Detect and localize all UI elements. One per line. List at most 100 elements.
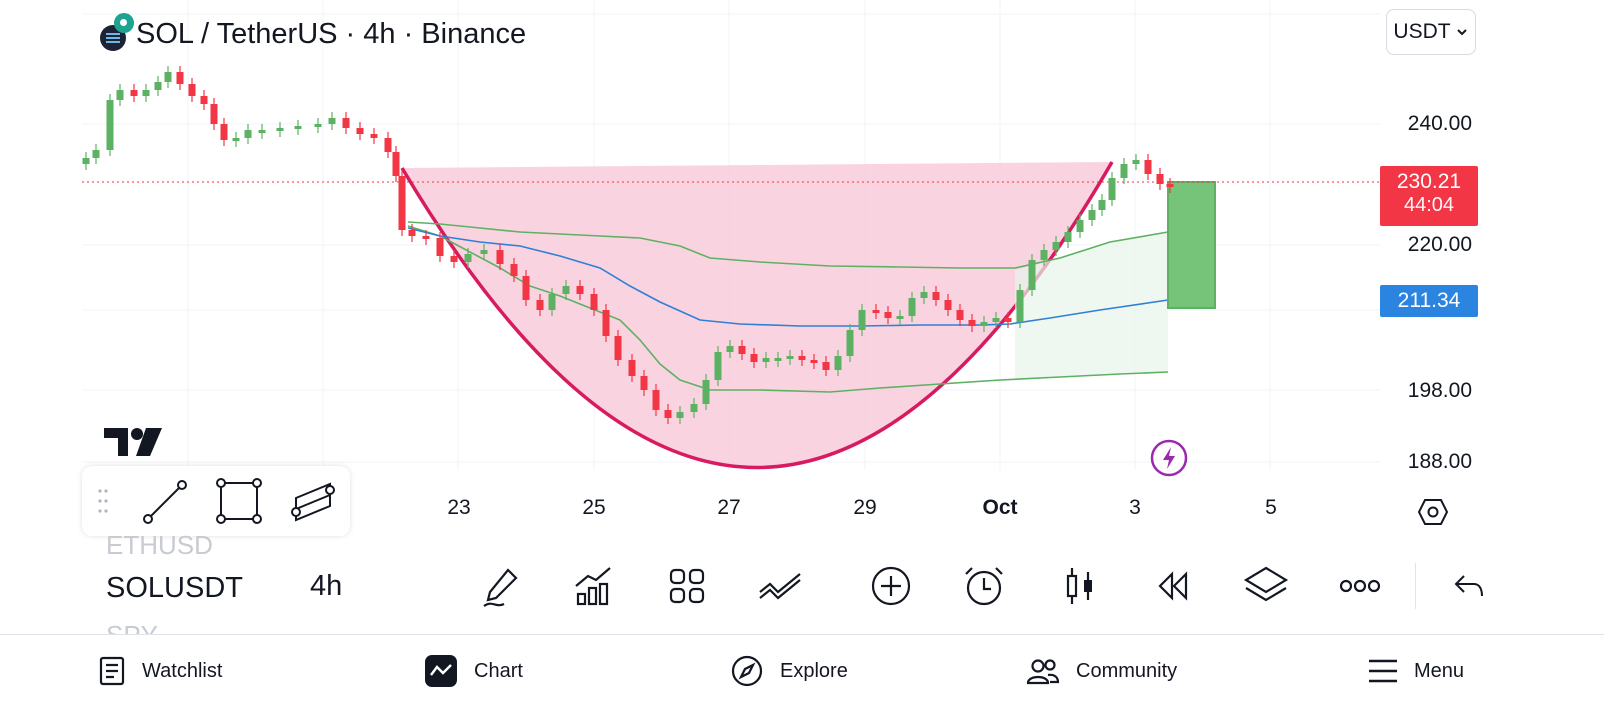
- candle-body: [116, 90, 124, 100]
- long-position-box[interactable]: [1167, 181, 1216, 309]
- candle-body: [714, 352, 722, 380]
- interval-selector[interactable]: 4h: [310, 570, 343, 602]
- candle-body: [210, 104, 218, 124]
- time-label-oct: Oct: [982, 496, 1018, 519]
- candle-body: [762, 358, 770, 362]
- candle-body: [548, 294, 556, 310]
- band-fill: [1015, 232, 1168, 380]
- candle-body: [258, 130, 266, 133]
- chart-settings-icon[interactable]: [1417, 496, 1449, 528]
- nav-community-label: Community: [1076, 659, 1178, 682]
- candle-body: [858, 310, 866, 330]
- nav-menu[interactable]: Menu: [1368, 635, 1464, 707]
- time-label-23: 23: [447, 496, 471, 519]
- price-label-198: 198.00: [1407, 379, 1472, 402]
- candle-body: [220, 124, 228, 140]
- toolbar-divider: [1415, 563, 1416, 609]
- candle-body: [980, 322, 988, 326]
- candle-body: [294, 126, 302, 129]
- candle-body: [968, 320, 976, 326]
- candle-body: [846, 330, 854, 356]
- add-plus-icon[interactable]: [867, 562, 915, 610]
- compare-symbol-icon[interactable]: [756, 562, 804, 610]
- candle-body: [1052, 242, 1060, 250]
- candlestick-type-icon[interactable]: [1055, 562, 1103, 610]
- symbol-current[interactable]: SOLUSDT: [106, 572, 243, 604]
- candle-body: [1120, 164, 1128, 178]
- drag-handle-icon[interactable]: [98, 488, 108, 514]
- trend-line-tool-icon[interactable]: [138, 476, 192, 526]
- lightning-icon[interactable]: [1150, 439, 1188, 477]
- nav-watchlist[interactable]: Watchlist: [98, 635, 222, 707]
- candle-body: [164, 72, 172, 82]
- candle-body: [130, 90, 138, 96]
- candle-body: [908, 298, 916, 316]
- candle-body: [798, 356, 806, 360]
- candle-body: [92, 150, 100, 158]
- price-chart[interactable]: [0, 0, 1380, 545]
- candle-body: [82, 158, 90, 164]
- ma-value-badge: 211.34: [1380, 285, 1478, 317]
- symbol-next[interactable]: SPY: [106, 620, 158, 634]
- candle-body: [496, 250, 504, 264]
- solana-logo-icon: [100, 13, 134, 51]
- undo-icon[interactable]: [1448, 562, 1488, 610]
- candle-body: [464, 254, 472, 262]
- drawing-toolbar: [82, 466, 350, 536]
- candle-body: [1108, 178, 1116, 200]
- candle-body: [614, 336, 622, 360]
- symbol-previous[interactable]: ETHUSD: [106, 530, 213, 560]
- candle-body: [944, 300, 952, 310]
- candle-body: [1040, 250, 1048, 260]
- chart-area[interactable]: SOL / TetherUS · 4h · Binance USDT 240.0…: [0, 0, 1604, 545]
- bottom-navigation: Watchlist Chart Explore Community Menu: [0, 634, 1604, 721]
- candle-body: [142, 90, 150, 96]
- candle-body: [576, 286, 584, 294]
- parallel-channel-tool-icon[interactable]: [286, 476, 340, 526]
- nav-explore[interactable]: Explore: [730, 635, 848, 707]
- candle-body: [276, 128, 284, 131]
- nav-chart-label: Chart: [474, 659, 523, 682]
- candle-body: [176, 72, 184, 84]
- candle-body: [342, 118, 350, 128]
- more-options-icon[interactable]: [1336, 562, 1384, 610]
- currency-selector[interactable]: USDT: [1386, 9, 1476, 55]
- candle-body: [480, 250, 488, 254]
- candle-body: [1098, 200, 1106, 210]
- replay-rewind-icon[interactable]: [1148, 562, 1196, 610]
- candle-body: [786, 356, 794, 359]
- candle-body: [232, 138, 240, 141]
- currency-label: USDT: [1393, 20, 1451, 43]
- candle-body: [602, 310, 610, 336]
- candle-body: [1166, 184, 1174, 187]
- candle-body: [436, 238, 444, 256]
- moving-average-line: [407, 227, 1169, 327]
- candle-body: [640, 376, 648, 390]
- nav-watchlist-label: Watchlist: [142, 659, 223, 682]
- candle-body: [1016, 290, 1024, 322]
- candle-body: [450, 256, 458, 262]
- candle-body: [652, 390, 660, 410]
- time-label-3: 3: [1129, 496, 1141, 519]
- nav-chart[interactable]: Chart: [424, 635, 523, 707]
- candle-body: [834, 356, 842, 370]
- candle-body: [628, 360, 636, 376]
- drawing-tools-icon[interactable]: [478, 562, 526, 610]
- nav-community[interactable]: Community: [1026, 635, 1177, 707]
- current-price-badge: 230.21 44:04: [1380, 166, 1478, 226]
- candle-body: [872, 310, 880, 313]
- layers-icon[interactable]: [1242, 562, 1290, 610]
- candle-body: [200, 96, 208, 104]
- indicators-icon[interactable]: [570, 562, 618, 610]
- candle-body: [1088, 210, 1096, 220]
- rectangle-tool-icon[interactable]: [212, 476, 266, 526]
- layout-grid-icon[interactable]: [663, 562, 711, 610]
- candlesticks: [82, 66, 1174, 424]
- candle-body: [1064, 232, 1072, 242]
- candle-body: [314, 124, 322, 127]
- symbol-title[interactable]: SOL / TetherUS · 4h · Binance: [100, 13, 526, 54]
- compass-icon: [731, 655, 763, 687]
- candle-body: [384, 138, 392, 152]
- alarm-clock-icon[interactable]: [960, 562, 1008, 610]
- candle-body: [328, 118, 336, 124]
